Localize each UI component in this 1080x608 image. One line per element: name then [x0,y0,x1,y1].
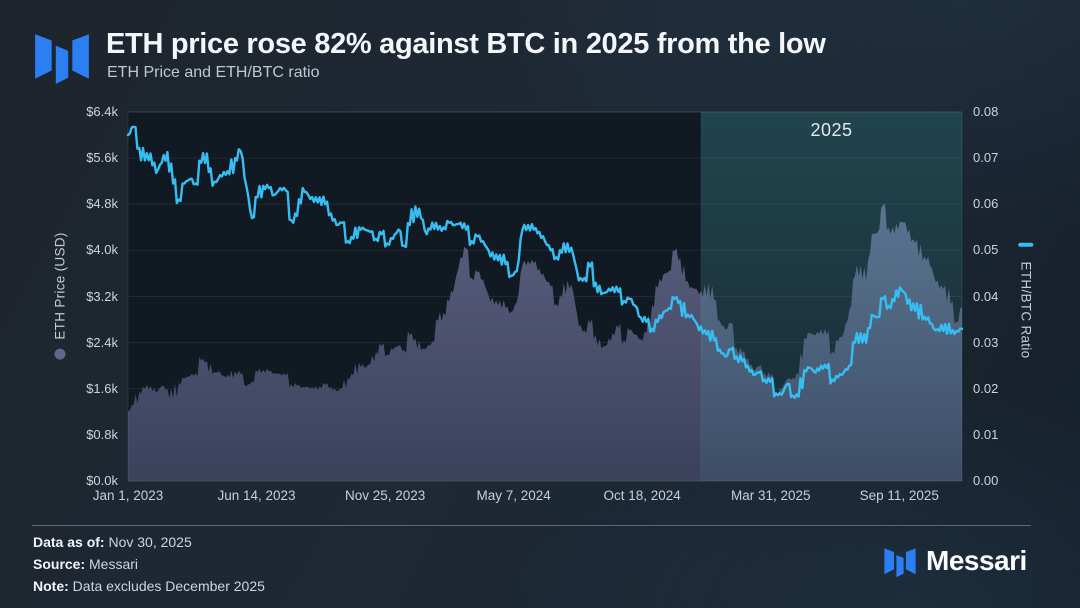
messari-brand-lockup: Messari [882,543,1027,579]
footer-data-as-of-label: Data as of: [33,534,105,550]
footer-data-as-of: Data as of: Nov 30, 2025 [33,534,192,550]
footer-note: Note: Data excludes December 2025 [33,578,265,594]
eth-btc-ratio-line-series [126,125,964,399]
footer-note-label: Note: [33,578,69,594]
footer-data-as-of-value: Nov 30, 2025 [104,534,192,550]
highlight-2025-region [700,112,962,481]
footer-source-label: Source: [33,556,86,572]
plot-border [127,111,963,482]
messari-brand-logo-icon [884,548,916,578]
messari-brand-wordmark: Messari [926,545,1027,576]
footer-source: Source: Messari [33,556,138,572]
chart-subtitle: ETH Price and ETH/BTC ratio [107,64,320,81]
footer-note-value: Data excludes December 2025 [68,578,265,594]
chart-title: ETH price rose 82% against BTC in 2025 f… [106,28,826,60]
footer-source-value: Messari [85,556,139,572]
messari-logo-icon [35,34,89,84]
footer-divider [32,525,1031,526]
